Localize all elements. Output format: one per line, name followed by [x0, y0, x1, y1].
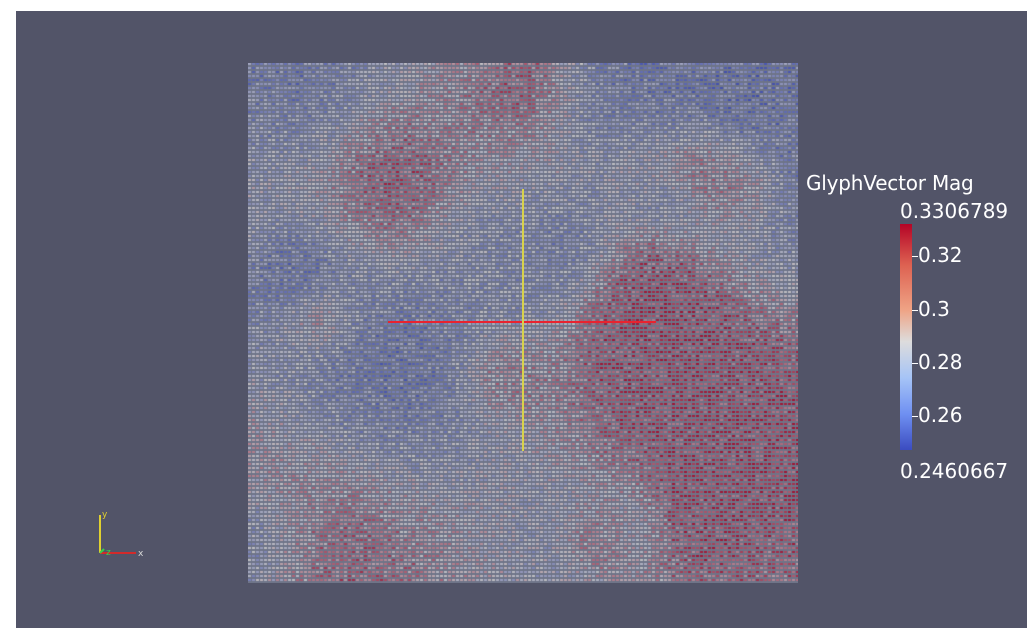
colorbar-max-label: 0.3306789	[900, 199, 1009, 223]
colorbar-tick-label: 0.32	[918, 243, 963, 267]
colorbar-tick-label: 0.28	[918, 350, 963, 374]
colorbar-tick	[912, 256, 918, 257]
colorbar-tick	[912, 416, 918, 417]
colorbar-tick	[912, 310, 918, 311]
orientation-axes-widget[interactable]: y z x	[86, 501, 166, 571]
colorbar-title: GlyphVector Mag	[806, 171, 974, 195]
glyph-vector-field[interactable]	[248, 63, 798, 583]
colorbar-tick-label: 0.26	[918, 403, 963, 427]
colorbar-tick-label: 0.3	[918, 297, 950, 321]
colorbar-gradient[interactable]	[900, 224, 912, 450]
orientation-y-label: y	[102, 510, 108, 520]
orientation-z-axis	[99, 548, 105, 554]
colorbar-tick	[912, 363, 918, 364]
orientation-x-label: x	[138, 549, 144, 559]
colorbar-min-label: 0.2460667	[900, 459, 1009, 483]
render-view[interactable]: GlyphVector Mag 0.3306789 0.32 0.3 0.28 …	[16, 11, 1027, 628]
orientation-z-label: z	[106, 548, 111, 558]
